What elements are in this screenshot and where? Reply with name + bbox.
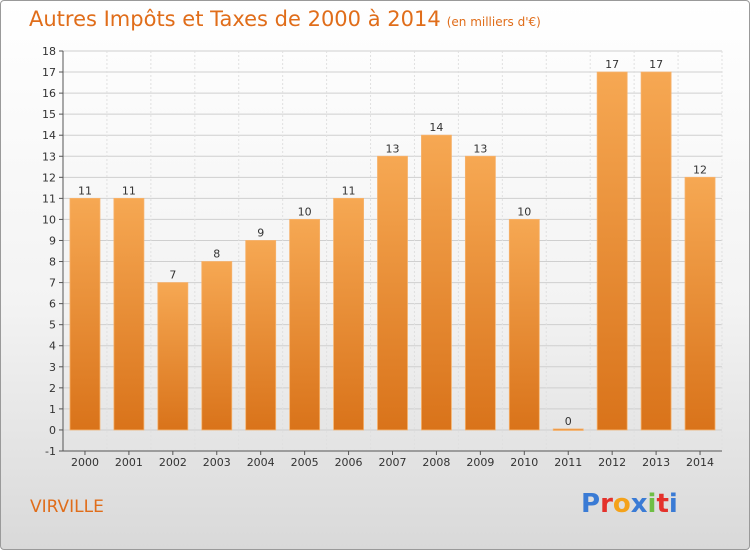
logo-letter: i — [647, 489, 657, 519]
x-tick-label: 2003 — [203, 456, 231, 469]
y-tick-label: 7 — [49, 277, 56, 290]
y-tick-label: 14 — [42, 129, 56, 142]
bar-data-label: 8 — [213, 248, 220, 261]
y-tick-label: 15 — [42, 108, 56, 121]
bar-data-label: 9 — [257, 226, 264, 239]
x-tick-label: 2005 — [291, 456, 319, 469]
y-tick-label: 17 — [42, 66, 56, 79]
y-tick-label: 9 — [49, 234, 56, 247]
logo-letter: i — [668, 489, 678, 519]
bar — [289, 219, 321, 431]
bar — [552, 428, 584, 431]
x-tick-label: 2013 — [642, 456, 670, 469]
x-tick-label: 2010 — [510, 456, 538, 469]
bar — [377, 155, 408, 431]
city-name: VIRVILLE — [30, 497, 104, 517]
y-tick-label: 10 — [42, 213, 56, 226]
chart-title-text: Autres Impôts et Taxes de 2000 à 2014 — [29, 7, 441, 31]
y-tick-label: 5 — [49, 319, 56, 332]
bar-data-label: 10 — [517, 205, 531, 218]
y-tick-label: 4 — [49, 340, 56, 353]
x-tick-label: 2014 — [686, 456, 714, 469]
x-tick-label: 2011 — [554, 456, 582, 469]
bar-data-label: 11 — [78, 184, 92, 197]
bar — [333, 197, 364, 431]
bar-data-label: 13 — [473, 142, 487, 155]
bar-data-label: 11 — [122, 184, 136, 197]
y-tick-label: 1 — [49, 403, 56, 416]
bar-data-label: 7 — [169, 269, 176, 282]
bar-data-label: 11 — [342, 184, 356, 197]
bar-data-label: 10 — [298, 205, 312, 218]
x-tick-label: 2004 — [247, 456, 275, 469]
logo-letter: P — [581, 489, 601, 519]
bar — [684, 176, 716, 431]
y-tick-label: -1 — [45, 445, 56, 458]
bar-data-label: 0 — [565, 415, 572, 428]
bar — [421, 134, 452, 431]
bar — [113, 197, 145, 431]
bar — [245, 240, 277, 431]
bar-data-label: 14 — [429, 121, 443, 134]
bar-data-label: 17 — [649, 58, 663, 71]
y-tick-label: 2 — [49, 382, 56, 395]
bar — [508, 219, 540, 431]
bar-data-label: 17 — [605, 58, 619, 71]
x-tick-label: 2012 — [598, 456, 626, 469]
bar-data-label: 13 — [386, 142, 400, 155]
chart-title: Autres Impôts et Taxes de 2000 à 2014 (en… — [29, 7, 541, 31]
y-tick-label: 18 — [42, 45, 56, 58]
x-tick-label: 2001 — [115, 456, 143, 469]
x-tick-label: 2002 — [159, 456, 187, 469]
bar — [464, 155, 496, 431]
x-tick-label: 2000 — [71, 456, 99, 469]
y-tick-label: 0 — [49, 424, 56, 437]
x-tick-label: 2006 — [335, 456, 363, 469]
logo-letter: t — [656, 489, 669, 519]
bar — [157, 282, 189, 431]
y-tick-label: 6 — [49, 298, 56, 311]
bar — [640, 71, 672, 431]
chart-title-unit: (en milliers d'€) — [446, 15, 541, 29]
logo-letter: x — [630, 489, 648, 519]
proxiti-logo: Proxiti — [581, 489, 678, 519]
y-tick-label: 11 — [42, 192, 56, 205]
x-tick-label: 2009 — [466, 456, 494, 469]
bar — [201, 261, 233, 431]
logo-letter: r — [600, 489, 613, 519]
y-tick-label: 13 — [42, 150, 56, 163]
bar — [596, 71, 628, 431]
x-tick-label: 2007 — [379, 456, 407, 469]
y-tick-label: 16 — [42, 87, 56, 100]
x-tick-label: 2008 — [422, 456, 450, 469]
y-tick-label: 3 — [49, 361, 56, 374]
y-tick-label: 8 — [49, 256, 56, 269]
logo-letter: o — [612, 489, 631, 519]
bar — [69, 197, 101, 431]
y-tick-label: 12 — [42, 171, 56, 184]
bar-data-label: 12 — [693, 163, 707, 176]
